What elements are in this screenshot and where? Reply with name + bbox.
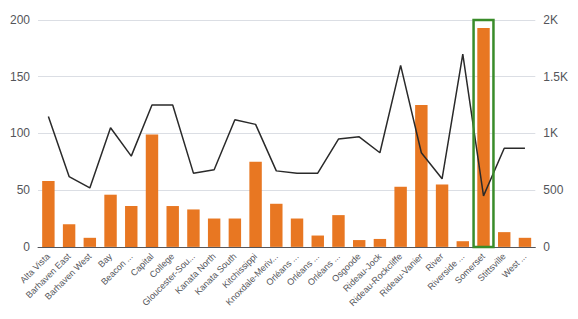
svg-text:150: 150 bbox=[10, 70, 30, 84]
svg-text:Capital: Capital bbox=[128, 251, 156, 279]
svg-text:1.5K: 1.5K bbox=[543, 70, 568, 84]
svg-text:0: 0 bbox=[543, 240, 550, 254]
svg-text:Bay: Bay bbox=[96, 251, 115, 270]
svg-text:Rideau-Jock: Rideau-Jock bbox=[341, 251, 384, 294]
svg-text:Kitchissippi: Kitchissippi bbox=[220, 251, 260, 291]
svg-text:1K: 1K bbox=[543, 126, 558, 140]
svg-text:Knoxdale-Meriv...: Knoxdale-Meriv... bbox=[223, 251, 280, 308]
svg-text:0: 0 bbox=[23, 240, 30, 254]
svg-text:500: 500 bbox=[543, 183, 563, 197]
svg-text:Riverside ...: Riverside ... bbox=[425, 251, 467, 292]
svg-text:Rideau-Rockcliffe: Rideau-Rockcliffe bbox=[347, 251, 405, 309]
svg-text:Orléans ...: Orléans ... bbox=[305, 251, 342, 288]
svg-text:200: 200 bbox=[10, 13, 30, 27]
svg-text:100: 100 bbox=[10, 126, 30, 140]
svg-text:Orléans ...: Orléans ... bbox=[264, 251, 301, 288]
svg-text:Beacon ...: Beacon ... bbox=[99, 251, 135, 287]
svg-text:Rideau-Vanier: Rideau-Vanier bbox=[378, 251, 425, 298]
svg-text:Kanata North: Kanata North bbox=[173, 251, 218, 296]
svg-text:2K: 2K bbox=[543, 13, 558, 27]
svg-text:Stittsville: Stittsville bbox=[476, 251, 508, 283]
svg-text:Barhaven West: Barhaven West bbox=[43, 251, 94, 302]
svg-text:Orléans ...: Orléans ... bbox=[284, 251, 322, 288]
svg-text:Kanata South: Kanata South bbox=[192, 251, 239, 297]
svg-text:Somerset: Somerset bbox=[452, 251, 487, 286]
svg-text:Gloucester-Sou...: Gloucester-Sou... bbox=[140, 251, 197, 308]
svg-text:50: 50 bbox=[17, 183, 31, 197]
svg-text:River: River bbox=[423, 251, 446, 274]
svg-text:College: College bbox=[147, 251, 177, 280]
svg-text:Barhaven East: Barhaven East bbox=[23, 251, 73, 301]
svg-text:West ...: West ... bbox=[500, 251, 528, 279]
svg-text:Alta Vista: Alta Vista bbox=[18, 251, 52, 286]
svg-text:Osgoode: Osgoode bbox=[329, 251, 363, 285]
